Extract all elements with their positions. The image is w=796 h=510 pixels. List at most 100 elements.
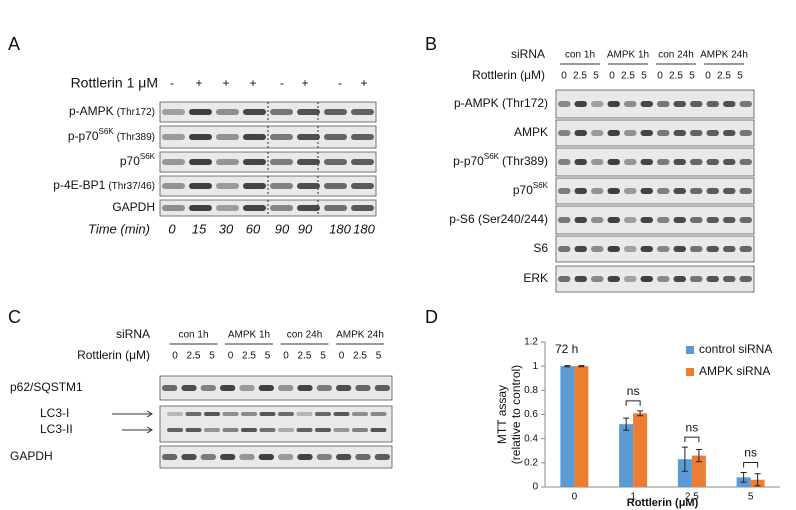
label-name: p-p70 (68, 129, 99, 143)
row-label: p70S6K (120, 152, 156, 168)
band (624, 130, 637, 136)
band (336, 454, 352, 460)
y-tick-label: 1.2 (524, 337, 538, 348)
band (640, 101, 653, 107)
arrow (122, 426, 153, 434)
blot (159, 405, 393, 443)
y-tick-label: 0.4 (524, 433, 538, 444)
band (239, 385, 255, 391)
band (706, 276, 719, 282)
error-whisker (754, 473, 761, 487)
band (690, 217, 703, 223)
label-name: ERK (523, 271, 548, 285)
time-value: 90 (275, 221, 290, 236)
time-value: 90 (298, 221, 313, 236)
band (222, 428, 239, 432)
error-whisker (564, 365, 571, 368)
band (558, 130, 571, 136)
band (370, 428, 387, 432)
label-name: p-4E-BP1 (53, 178, 105, 192)
band (657, 130, 670, 136)
band (355, 454, 371, 460)
band (374, 454, 390, 460)
band (243, 159, 266, 165)
band (706, 217, 719, 223)
band (690, 130, 703, 136)
row-label: GAPDH (10, 449, 53, 463)
bar (560, 366, 575, 487)
band (324, 159, 347, 165)
dose-label: Rottlerin (μM) (77, 348, 150, 362)
band (723, 188, 736, 194)
band (200, 454, 216, 460)
band (204, 412, 220, 416)
band (324, 109, 347, 115)
label-sup: S6K (533, 181, 549, 190)
band (673, 188, 686, 194)
band (167, 428, 183, 432)
band (162, 134, 185, 140)
band (258, 454, 274, 460)
panel-letter: D (425, 307, 438, 327)
band (574, 188, 587, 194)
band (607, 101, 620, 107)
band (706, 246, 719, 252)
band (189, 159, 212, 165)
band (706, 159, 719, 165)
band (216, 205, 239, 211)
band (624, 276, 637, 282)
dose-value: 2.5 (573, 71, 587, 82)
label-note: (Thr389) (502, 154, 548, 168)
band (591, 130, 604, 136)
bar (677, 459, 692, 487)
band (739, 130, 752, 136)
band (259, 428, 276, 432)
legend-swatch (686, 368, 694, 376)
dose-value: 2.5 (353, 351, 367, 362)
band (607, 276, 620, 282)
y-tick-label: 0.6 (524, 409, 538, 420)
band (558, 159, 571, 165)
panel-letter: B (425, 34, 437, 54)
blot (555, 205, 755, 235)
dose-value: 5 (593, 71, 599, 82)
band (574, 101, 587, 107)
sign: - (280, 76, 284, 90)
band (351, 159, 374, 165)
label-sup: S6K (140, 152, 156, 161)
panel-letter: C (8, 307, 21, 327)
sign: + (195, 76, 202, 90)
band (558, 188, 571, 194)
band (162, 454, 178, 460)
band (607, 246, 620, 252)
label-note: (Thr389) (117, 132, 155, 143)
blot (555, 147, 755, 177)
time-value: 30 (219, 221, 234, 236)
band (370, 412, 387, 416)
band (607, 159, 620, 165)
band (591, 159, 604, 165)
significance-label: ns (627, 384, 640, 398)
band (333, 412, 350, 416)
blot (159, 445, 393, 469)
band (723, 130, 736, 136)
significance-label: ns (686, 420, 699, 434)
dose-value: 2.5 (621, 71, 635, 82)
sirna-label: siRNA (116, 327, 150, 341)
band (690, 188, 703, 194)
dose-value: 2.5 (242, 351, 256, 362)
band (657, 188, 670, 194)
band (270, 205, 293, 211)
band (189, 183, 212, 189)
band (324, 134, 347, 140)
row-label: AMPK (514, 125, 548, 139)
band (657, 276, 670, 282)
band (558, 276, 571, 282)
y-tick-label: 0.8 (524, 385, 538, 396)
band (690, 246, 703, 252)
band (315, 412, 331, 416)
band (574, 276, 587, 282)
band (278, 412, 294, 416)
band (351, 109, 374, 115)
